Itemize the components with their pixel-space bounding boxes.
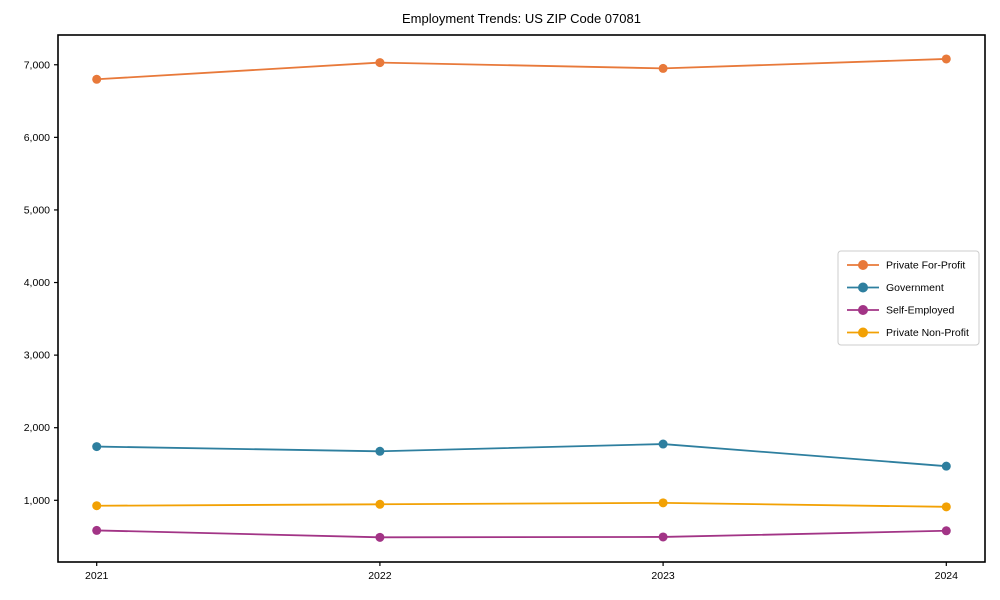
series-line-private-for-profit <box>96 58 947 81</box>
legend-box <box>837 250 980 346</box>
data-point-self-employed <box>941 526 951 536</box>
x-tick-label: 2024 <box>935 570 959 582</box>
legend-label: Government <box>886 282 944 294</box>
data-point-private-for-profit <box>92 74 102 84</box>
y-tick-label: 4,000 <box>24 277 50 289</box>
data-point-self-employed <box>92 525 102 535</box>
data-point-government <box>375 446 385 456</box>
x-tick-label: 2022 <box>368 570 392 582</box>
chart-title: Employment Trends: US ZIP Code 07081 <box>402 11 641 26</box>
y-tick-label: 5,000 <box>24 204 50 216</box>
data-point-private-non-profit <box>941 502 951 512</box>
data-point-private-non-profit <box>375 499 385 509</box>
data-point-government <box>941 461 951 471</box>
data-point-private-for-profit <box>658 63 668 73</box>
legend-marker <box>858 260 868 270</box>
data-point-private-non-profit <box>92 501 102 511</box>
data-point-self-employed <box>658 532 668 542</box>
data-point-government <box>658 439 668 449</box>
y-tick-label: 2,000 <box>24 422 50 434</box>
legend-marker <box>858 327 868 338</box>
x-tick-label: 2021 <box>85 570 109 582</box>
series-line-self-employed <box>96 529 947 539</box>
y-tick-label: 7,000 <box>24 59 50 71</box>
series-line-government <box>96 443 947 468</box>
series-line-private-non-profit <box>96 501 947 508</box>
y-tick-label: 3,000 <box>24 350 50 362</box>
data-point-government <box>92 442 102 452</box>
y-tick-label: 1,000 <box>24 495 50 507</box>
legend-label: Self-Employed <box>886 305 954 317</box>
data-point-self-employed <box>375 532 385 542</box>
data-point-private-for-profit <box>941 54 951 64</box>
y-tick-label: 6,000 <box>24 132 50 144</box>
plot-border <box>57 34 986 563</box>
data-point-private-non-profit <box>658 498 668 508</box>
legend-label: Private Non-Profit <box>886 327 969 339</box>
legend-marker <box>858 305 868 315</box>
legend-label: Private For-Profit <box>886 260 965 272</box>
data-point-private-for-profit <box>375 58 385 68</box>
x-tick-label: 2023 <box>651 570 675 582</box>
legend-marker <box>858 282 868 293</box>
